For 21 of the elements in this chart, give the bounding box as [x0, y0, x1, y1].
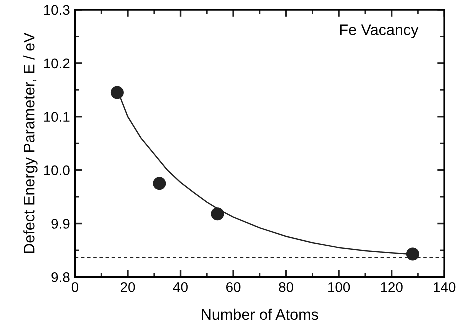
y-axis-title: Defect Energy Parameter, E / eV	[24, 32, 38, 254]
x-tick-label: 140	[434, 282, 456, 292]
point	[211, 208, 224, 221]
point	[153, 177, 166, 190]
y-tick-label: 10.3	[44, 5, 70, 16]
y-tick-label: 10.2	[44, 58, 70, 69]
y-tick-label: 9.9	[52, 219, 70, 229]
y-tick-label: 10.0	[44, 166, 70, 176]
point	[406, 248, 420, 261]
annotation: Fe Vacancy	[340, 24, 419, 38]
x-tick-label: 100	[328, 282, 350, 292]
x-tick-label: 80	[279, 282, 294, 292]
x-axis-title: Number of Atoms	[202, 308, 318, 320]
x-tick-label: 20	[120, 282, 136, 292]
x-tick-label: 40	[173, 282, 188, 292]
x-tick-label: 60	[226, 282, 241, 292]
x-tick-label: 120	[381, 282, 403, 292]
y-tick-label: 9.8	[52, 272, 70, 282]
x-tick-label: 0	[72, 282, 79, 292]
point	[110, 86, 124, 100]
y-tick-label: 10.1	[44, 112, 70, 122]
